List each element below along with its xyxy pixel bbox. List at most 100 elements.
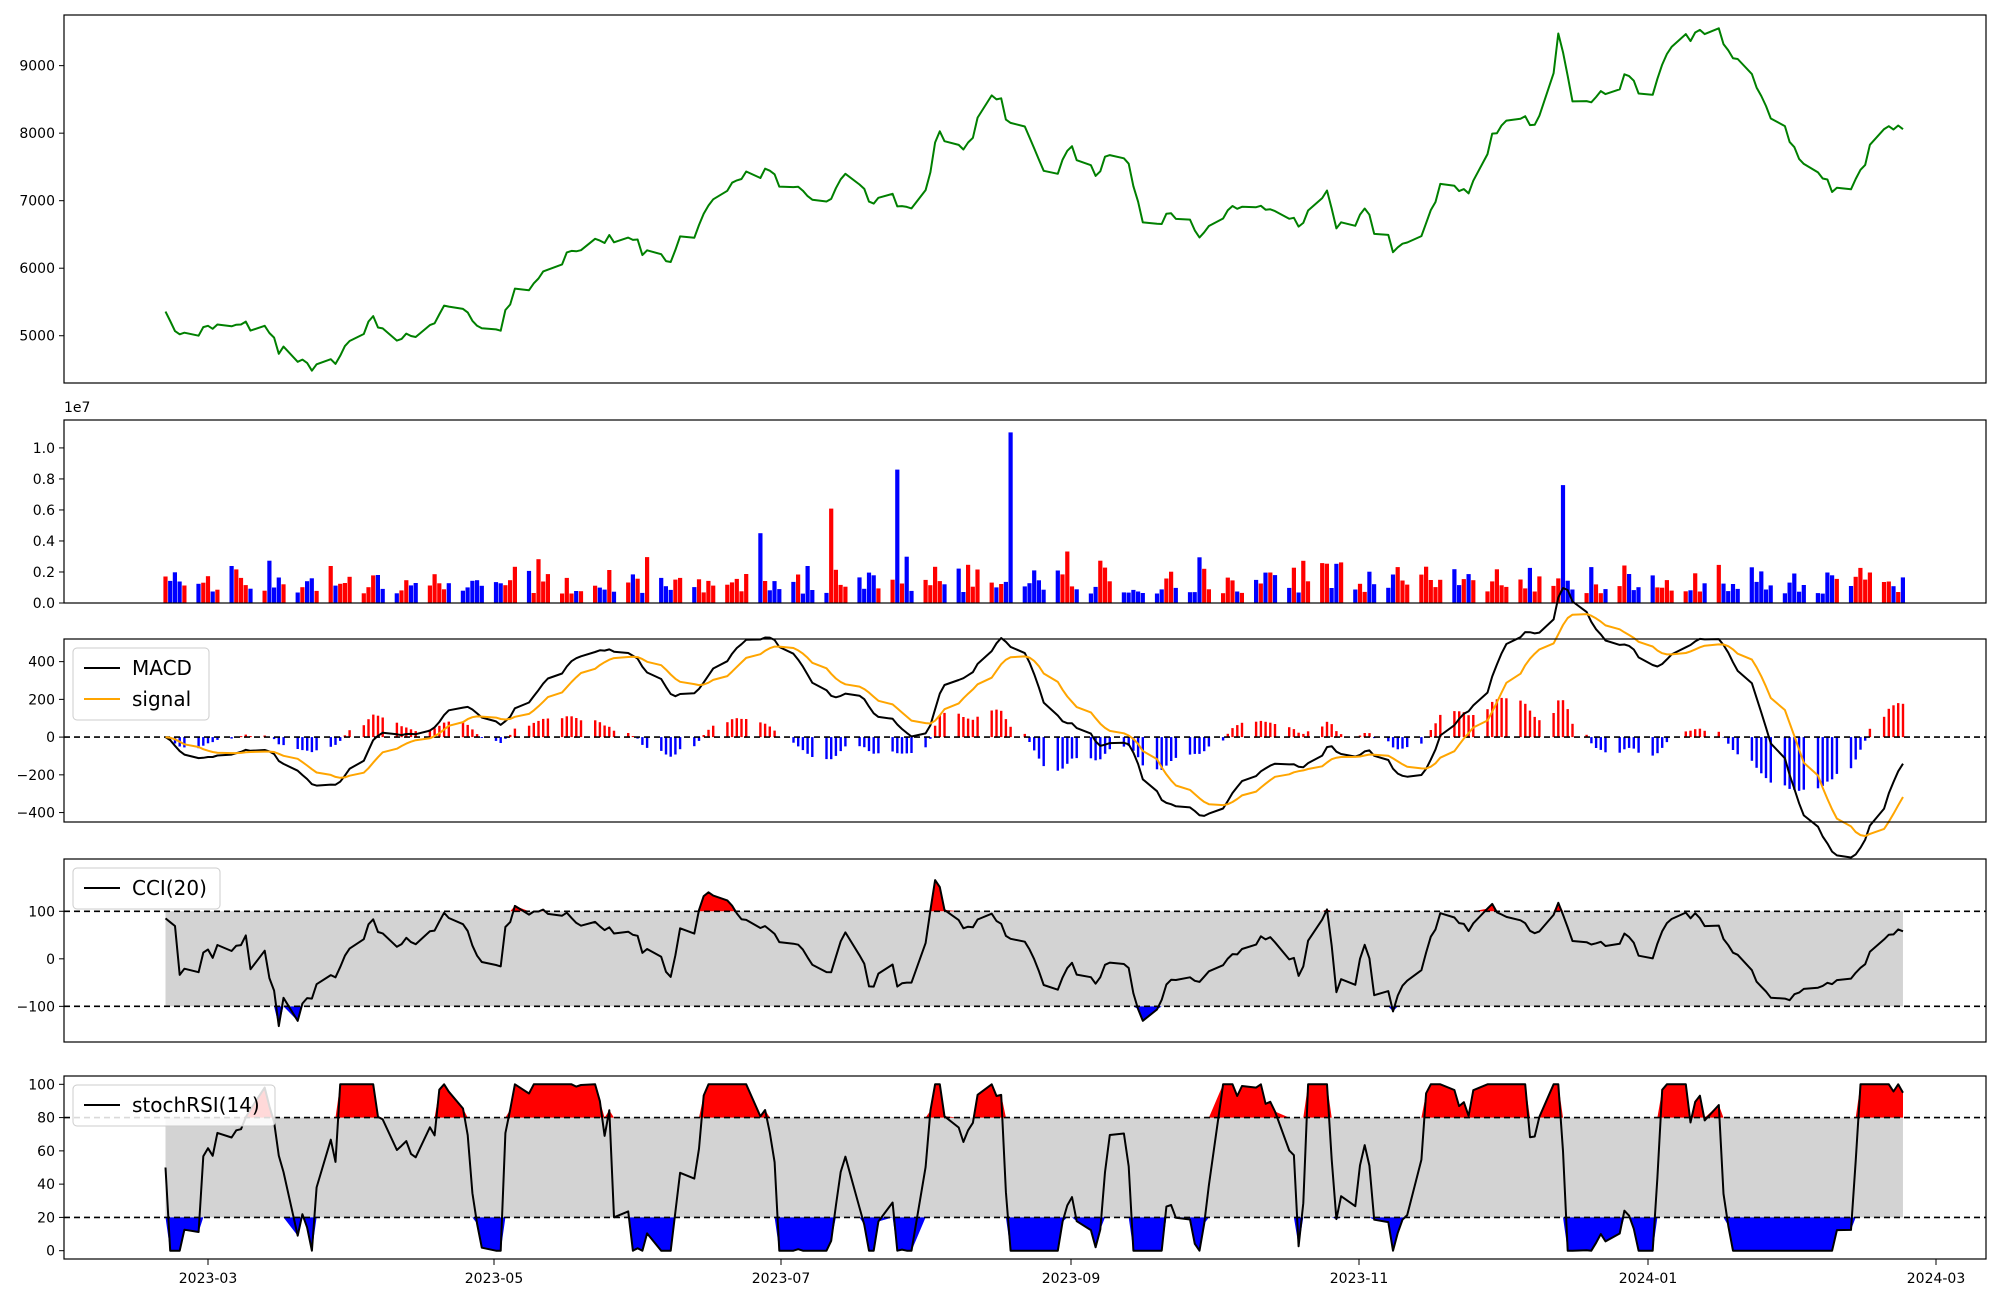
macd-histogram-bar	[1208, 737, 1210, 746]
macd-histogram-bar	[542, 719, 544, 737]
volume-bar	[433, 574, 437, 603]
volume-bar	[1825, 573, 1829, 604]
volume-bar	[272, 588, 276, 604]
volume-bar	[333, 586, 337, 603]
volume-bar	[461, 591, 465, 603]
volume-bar	[839, 585, 843, 603]
macd-histogram-bar	[613, 731, 615, 737]
volume-bar	[1155, 594, 1159, 604]
macd-histogram-bar	[958, 714, 960, 737]
volume-bar	[1490, 581, 1494, 603]
volume-bar	[178, 582, 182, 604]
volume-bar	[503, 585, 507, 603]
volume-bar	[1471, 580, 1475, 603]
macd-histogram-bar	[1529, 711, 1531, 738]
volume-bar	[1868, 573, 1872, 604]
volume-bar	[182, 586, 186, 604]
volume-bar	[1174, 588, 1178, 603]
volume-bar	[494, 582, 498, 603]
volume-bar	[673, 580, 677, 603]
macd-histogram-bar	[792, 737, 794, 743]
volume-bar	[1660, 588, 1664, 603]
macd-histogram-bar	[1222, 737, 1224, 740]
macd-histogram-bar	[1491, 702, 1493, 737]
volume-bar	[1127, 593, 1131, 603]
volume-bar	[315, 591, 319, 603]
macd-histogram-bar	[533, 723, 535, 737]
volume-bar	[829, 509, 833, 603]
macd-histogram-bar	[547, 719, 549, 738]
macd-histogram-bar	[1175, 737, 1177, 758]
volume-bar	[1056, 571, 1060, 604]
macd-ytick-label: −200	[17, 768, 55, 784]
macd-histogram-bar	[467, 725, 469, 737]
volume-bar	[957, 569, 961, 603]
volume-bar	[1325, 564, 1329, 603]
macd-histogram-bar	[561, 718, 563, 737]
macd-histogram-bar	[230, 737, 232, 739]
macd-histogram-bar	[1335, 731, 1337, 737]
volume-bar	[234, 569, 238, 603]
macd-histogram-bar	[806, 737, 808, 754]
volume-bar	[1589, 567, 1593, 603]
volume-bar	[1075, 589, 1079, 603]
macd-histogram-bar	[1033, 737, 1035, 750]
macd-histogram-bar	[1604, 737, 1606, 752]
macd-histogram-bar	[481, 737, 483, 738]
volume-bar	[362, 593, 366, 603]
macd-histogram-bar	[736, 718, 738, 737]
volume-bar	[1467, 574, 1471, 603]
macd-histogram-bar	[372, 715, 374, 738]
volume-bar	[801, 594, 805, 603]
volume-bar	[1731, 584, 1735, 603]
volume-bar	[938, 581, 942, 603]
volume-bar	[872, 575, 876, 603]
macd-histogram-bar	[1071, 737, 1073, 759]
price-ytick-label: 5000	[19, 329, 55, 345]
macd-ytick-label: 200	[28, 692, 55, 708]
macd-histogram-bar	[334, 737, 336, 745]
volume-bar	[1160, 589, 1164, 603]
volume-bar	[1769, 585, 1773, 603]
macd-histogram-bar	[1704, 731, 1706, 737]
volume-bar	[640, 593, 644, 603]
macd-histogram-bar	[1826, 737, 1828, 782]
macd-histogram-bar	[1689, 731, 1691, 737]
macd-histogram-bar	[1765, 737, 1767, 778]
volume-bar	[277, 578, 281, 604]
price-ytick-label: 8000	[19, 126, 55, 142]
volume-bar	[1835, 579, 1839, 603]
volume-bar	[1618, 586, 1622, 603]
volume-bar	[772, 581, 776, 603]
macd-histogram-bar	[1090, 737, 1092, 758]
volume-bar	[777, 589, 781, 603]
price-panel-frame	[64, 15, 1986, 383]
macd-histogram-bar	[1288, 727, 1290, 737]
macd-histogram-bar	[1401, 737, 1403, 749]
macd-histogram-bar	[1623, 737, 1625, 749]
volume-bar	[1882, 582, 1886, 603]
volume-bar	[414, 583, 418, 603]
macd-histogram-bar	[825, 737, 827, 759]
volume-bar	[409, 585, 413, 603]
volume-bar	[900, 584, 904, 604]
volume-bar	[560, 594, 564, 604]
macd-histogram-bar	[646, 737, 648, 748]
macd-histogram-bar	[1043, 737, 1045, 766]
volume-bar	[475, 580, 479, 603]
volume-bar	[824, 593, 828, 603]
volume-bar	[730, 582, 734, 603]
volume-bar	[739, 591, 743, 603]
volume-bar	[928, 585, 932, 603]
volume-bar	[305, 581, 309, 603]
volume-bar	[1103, 568, 1107, 603]
volume-bar	[1122, 592, 1126, 603]
cci-oversold-fill	[166, 1006, 1904, 1026]
volume-bar	[381, 589, 385, 603]
volume-bar	[1032, 570, 1036, 603]
volume-bar	[428, 586, 432, 604]
volume-bar	[1226, 578, 1230, 603]
volume-bar	[579, 591, 583, 603]
macd-histogram-bar	[740, 719, 742, 737]
